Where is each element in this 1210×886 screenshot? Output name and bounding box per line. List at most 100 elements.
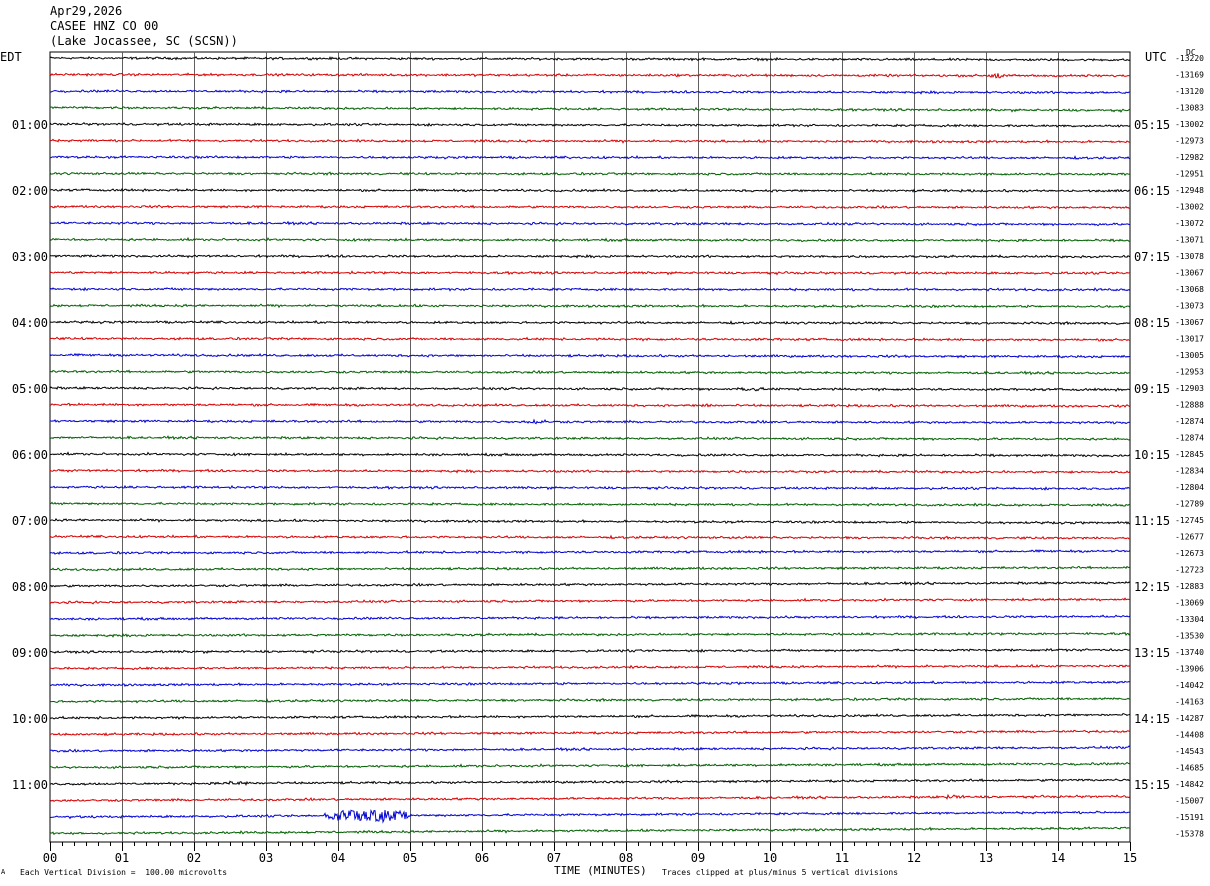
seismic-trace bbox=[50, 631, 1131, 638]
dc-offset-label: -13002 bbox=[1175, 203, 1204, 212]
x-axis-title: TIME (MINUTES) bbox=[554, 864, 647, 877]
plot-frame bbox=[49, 51, 1131, 843]
dc-offset-label: -13740 bbox=[1175, 648, 1204, 657]
left-hour-label: 09:00 bbox=[12, 646, 48, 660]
dc-offset-label: -12677 bbox=[1175, 533, 1204, 542]
clip-note: Traces clipped at plus/minus 5 vertical … bbox=[662, 868, 899, 877]
dc-offset-label: -12953 bbox=[1175, 368, 1204, 377]
right-hour-label: 11:15 bbox=[1134, 514, 1170, 528]
dc-offset-label: -14163 bbox=[1175, 698, 1204, 707]
left-hour-label: 05:00 bbox=[12, 382, 48, 396]
dc-offset-label: -14287 bbox=[1175, 714, 1204, 723]
dc-offset-label: -13067 bbox=[1175, 318, 1204, 327]
x-tick-label: 12 bbox=[907, 851, 921, 865]
dc-offset-label: -12673 bbox=[1175, 549, 1204, 558]
right-hour-label: 15:15 bbox=[1134, 778, 1170, 792]
station-location: (Lake Jocassee, SC (SCSN)) bbox=[50, 34, 238, 48]
dc-offset-label: -13017 bbox=[1175, 335, 1204, 344]
seismic-trace bbox=[49, 171, 1131, 177]
seismic-trace bbox=[49, 55, 1131, 62]
dc-offset-label: -12723 bbox=[1175, 566, 1204, 575]
right-hour-label: 13:15 bbox=[1134, 646, 1170, 660]
dc-offset-label: -12973 bbox=[1175, 137, 1204, 146]
dc-offset-label: -12888 bbox=[1175, 401, 1204, 410]
dc-offset-label: -12948 bbox=[1175, 186, 1204, 195]
right-timezone-label: UTC bbox=[1145, 50, 1167, 64]
seismic-trace bbox=[49, 793, 1131, 803]
seismic-trace bbox=[49, 534, 1131, 541]
dc-offset-label: -13069 bbox=[1175, 599, 1204, 608]
seismic-trace bbox=[49, 121, 1131, 128]
seismic-trace bbox=[49, 484, 1131, 491]
left-timezone-label: EDT bbox=[0, 50, 22, 64]
plot-date: Apr29,2026 bbox=[50, 4, 123, 18]
trace-labels: -13220 -13169 -13120 -13083 -13002 -12973 -129… bbox=[12, 54, 1204, 839]
dc-offset-label: -13071 bbox=[1175, 236, 1204, 245]
x-tick-label: 14 bbox=[1051, 851, 1065, 865]
seismic-trace bbox=[49, 418, 1131, 425]
dc-offset-label: -13002 bbox=[1175, 120, 1204, 129]
seismic-trace bbox=[49, 155, 1131, 160]
right-hour-label: 12:15 bbox=[1134, 580, 1170, 594]
seismic-trace bbox=[49, 402, 1131, 409]
seismic-trace bbox=[49, 352, 1131, 359]
left-hour-label: 11:00 bbox=[12, 778, 48, 792]
dc-offset-label: -13530 bbox=[1175, 632, 1204, 641]
seismic-trace bbox=[49, 680, 1131, 688]
x-tick-label: 03 bbox=[259, 851, 273, 865]
dc-offset-label: -12982 bbox=[1175, 153, 1204, 162]
right-hour-label: 08:15 bbox=[1134, 316, 1170, 330]
dc-offset-label: -13067 bbox=[1175, 269, 1204, 278]
dc-offset-label: -13073 bbox=[1175, 302, 1204, 311]
seismic-trace bbox=[49, 729, 1131, 737]
x-tick-label: 05 bbox=[403, 851, 417, 865]
seismic-trace bbox=[49, 648, 1131, 655]
dc-offset-label: -13169 bbox=[1175, 71, 1204, 80]
x-tick-label: 11 bbox=[835, 851, 849, 865]
x-tick-label: 07 bbox=[547, 851, 561, 865]
right-hour-label: 06:15 bbox=[1134, 184, 1170, 198]
left-hour-label: 06:00 bbox=[12, 448, 48, 462]
dc-offset-label: -12903 bbox=[1175, 384, 1204, 393]
dc-offset-label: -12874 bbox=[1175, 434, 1204, 443]
dc-offset-label: -15191 bbox=[1175, 813, 1204, 822]
station-code: CASEE HNZ CO 00 bbox=[50, 19, 159, 33]
dc-offset-label: -13120 bbox=[1175, 87, 1204, 96]
seismic-trace bbox=[49, 614, 1131, 622]
x-tick-label: 02 bbox=[187, 851, 201, 865]
x-tick-label: 08 bbox=[619, 851, 633, 865]
seismic-trace bbox=[49, 778, 1131, 786]
right-hour-label: 07:15 bbox=[1134, 250, 1170, 264]
dc-offset-label: -12804 bbox=[1175, 483, 1204, 492]
dc-offset-label: -13072 bbox=[1175, 219, 1204, 228]
right-hour-label: 14:15 bbox=[1134, 712, 1170, 726]
seismic-trace bbox=[49, 319, 1131, 326]
seismic-trace bbox=[49, 713, 1131, 721]
dc-offset-label: -15007 bbox=[1175, 797, 1204, 806]
seismic-trace bbox=[49, 336, 1131, 342]
seismic-trace bbox=[49, 187, 1130, 193]
seismic-trace bbox=[49, 761, 1131, 770]
left-hour-label: 07:00 bbox=[12, 514, 48, 528]
seismic-trace bbox=[49, 220, 1131, 227]
seismic-trace bbox=[49, 501, 1131, 508]
right-hour-label: 09:15 bbox=[1134, 382, 1170, 396]
dc-offset-label: -12874 bbox=[1175, 417, 1204, 426]
dc-offset-label: -14408 bbox=[1175, 731, 1204, 740]
dc-offset-label: -12951 bbox=[1175, 170, 1204, 179]
seismic-trace bbox=[49, 517, 1131, 525]
seismic-trace bbox=[49, 549, 1131, 555]
dc-offset-label: -13078 bbox=[1175, 252, 1204, 261]
dc-offset-label: -12834 bbox=[1175, 467, 1204, 476]
seismic-traces bbox=[49, 55, 1131, 836]
x-tick-label: 13 bbox=[979, 851, 993, 865]
dc-offset-label: -12789 bbox=[1175, 500, 1204, 509]
seismic-trace bbox=[49, 286, 1131, 292]
dc-offset-label: -12845 bbox=[1175, 450, 1204, 459]
dc-offset-label: -13304 bbox=[1175, 615, 1204, 624]
seismic-trace bbox=[49, 435, 1131, 442]
left-hour-label: 03:00 bbox=[12, 250, 48, 264]
x-tick-label: 04 bbox=[331, 851, 345, 865]
scale-note: Each Vertical Division = 100.00 microvol… bbox=[20, 868, 228, 877]
seismic-trace bbox=[49, 385, 1131, 392]
